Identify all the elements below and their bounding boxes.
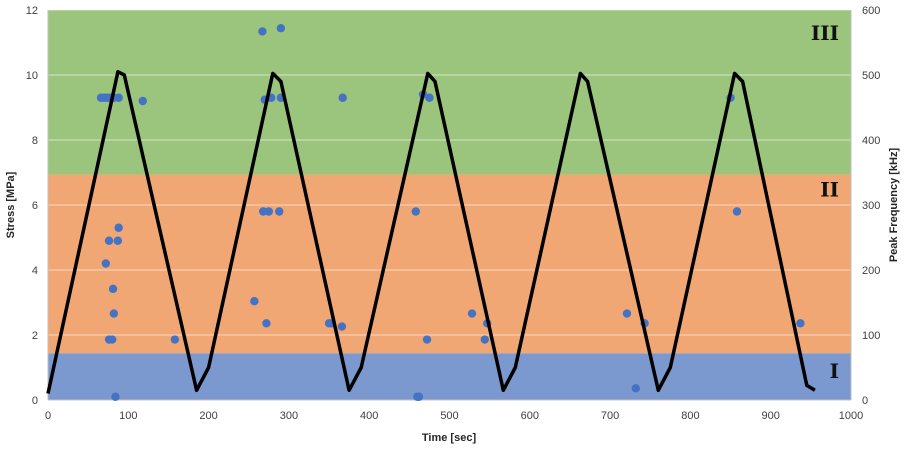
y2-tick-label: 300 [862, 200, 880, 212]
y2-tick-label: 100 [862, 330, 880, 342]
frequency-point [631, 384, 640, 393]
frequency-point [114, 93, 123, 102]
frequency-point [258, 27, 267, 36]
x-tick-label: 500 [440, 410, 458, 422]
frequency-point [425, 93, 434, 102]
frequency-point [480, 335, 490, 344]
y-tick-label: 8 [32, 135, 38, 147]
y2-tick-label: 200 [862, 265, 880, 277]
frequency-point [138, 96, 147, 106]
y-axis-title: Stress [MPa] [5, 171, 17, 238]
x-axis-title: Time [sec] [422, 432, 477, 444]
x-tick-label: 300 [280, 410, 298, 422]
x-tick-label: 800 [681, 410, 699, 422]
x-tick-label: 100 [119, 410, 137, 422]
region-label: III [811, 21, 839, 45]
frequency-point [422, 335, 432, 344]
frequency-point [276, 24, 286, 33]
frequency-point [264, 207, 274, 216]
frequency-point [111, 392, 120, 401]
y2-tick-label: 600 [862, 5, 880, 17]
frequency-point [467, 309, 477, 318]
y-tick-labels: 0 2 4 6 8 10 12 [26, 5, 38, 407]
frequency-point [104, 236, 114, 245]
frequency-point [262, 319, 271, 328]
frequency-point [622, 309, 632, 318]
region-label: I [830, 359, 839, 383]
frequency-point [109, 309, 119, 318]
axes [47, 10, 852, 401]
frequency-point [108, 335, 117, 344]
x-tick-label: 1000 [839, 410, 863, 422]
frequency-series [96, 24, 805, 401]
region-label: II [820, 177, 839, 201]
frequency-point [732, 207, 742, 216]
frequency-point [337, 322, 347, 331]
x-tick-label: 700 [601, 410, 619, 422]
y2-tick-labels: 0 100 200 300 400 500 600 [862, 5, 880, 407]
x-tick-label: 600 [521, 410, 539, 422]
frequency-point [108, 284, 118, 294]
x-tick-label: 200 [199, 410, 217, 422]
stress-series-line [46, 70, 816, 394]
y2-tick-label: 500 [862, 70, 880, 82]
frequency-point [275, 207, 284, 216]
frequency-point [414, 392, 424, 401]
y-tick-label: 6 [32, 200, 38, 212]
x-tick-labels: 0 100 200 300 400 500 600 700 800 900 1000 [45, 410, 863, 422]
frequency-point [113, 236, 123, 245]
region-band-1 [48, 353, 851, 400]
y-tick-label: 0 [32, 395, 38, 407]
frequency-point [411, 207, 420, 216]
x-tick-label: 900 [762, 410, 780, 422]
frequency-point [101, 259, 111, 268]
x-tick-label: 0 [45, 410, 51, 422]
y-tick-label: 12 [26, 5, 38, 17]
frequency-point [250, 297, 259, 306]
y-tick-label: 2 [32, 330, 38, 342]
y-tick-label: 4 [32, 265, 38, 277]
y2-tick-label: 400 [862, 135, 880, 147]
frequency-point [796, 319, 805, 328]
frequency-point [170, 335, 180, 344]
y2-tick-label: 0 [862, 395, 868, 407]
frequency-point [338, 93, 347, 102]
y2-axis-title: Peak Frequency [kHz] [888, 148, 900, 263]
x-tick-label: 400 [360, 410, 378, 422]
frequency-point [114, 223, 123, 232]
y-tick-label: 10 [26, 70, 38, 82]
